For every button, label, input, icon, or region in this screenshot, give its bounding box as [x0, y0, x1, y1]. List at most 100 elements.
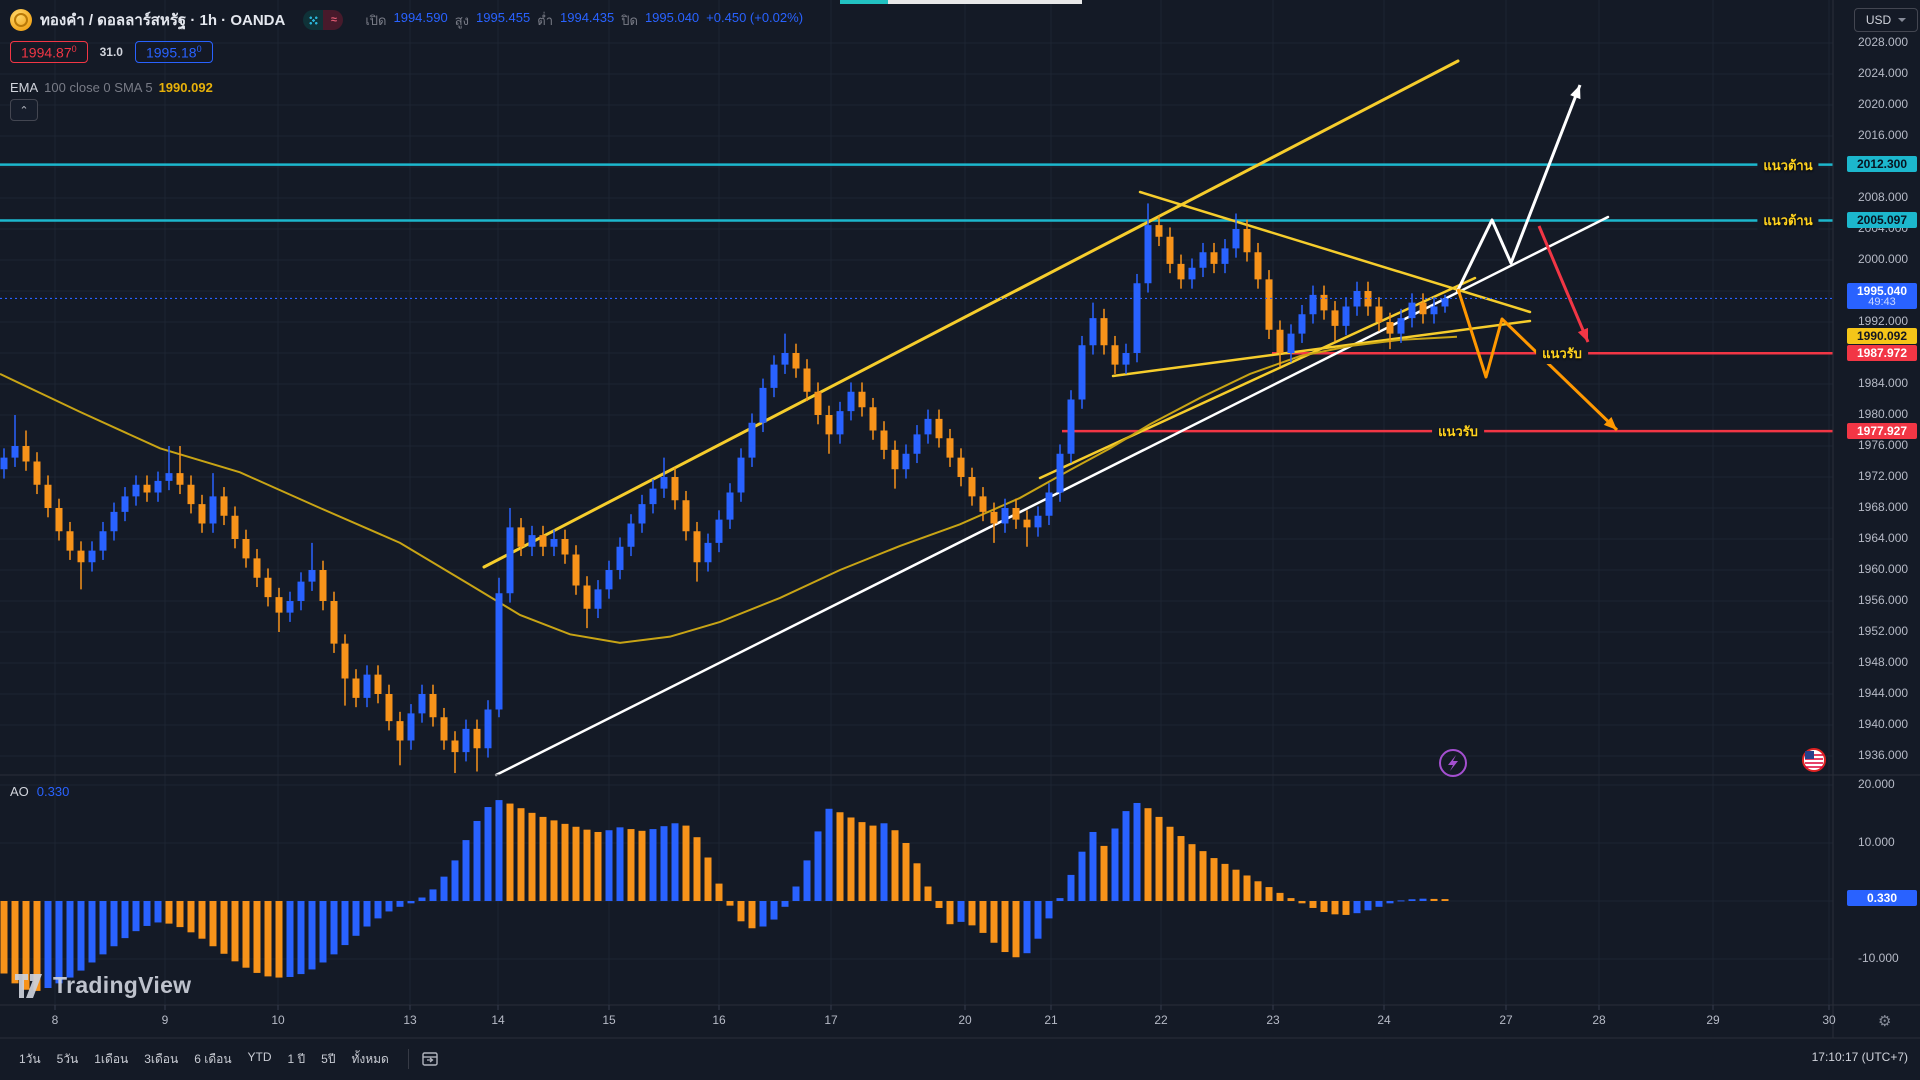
minds-toggle-pill[interactable]: ≈	[303, 10, 344, 30]
price-tick: 2024.000	[1858, 66, 1909, 80]
watermark-text: TradingView	[53, 972, 192, 998]
bid-ask-row: 1994.870 31.0 1995.180	[10, 40, 213, 64]
range-button-ทั้งหมด[interactable]: ทั้งหมด	[351, 1051, 389, 1066]
clock-utc[interactable]: 17:10:17 (UTC+7)	[1811, 1050, 1908, 1064]
orange-projection-arrow[interactable]	[1456, 288, 1619, 432]
chevron-down-icon	[1898, 18, 1907, 22]
range-button-6 เดือน[interactable]: 6 เดือน	[194, 1051, 232, 1066]
price-tick: 1980.000	[1858, 407, 1909, 421]
time-axis-day-17[interactable]: 17	[824, 1013, 838, 1027]
time-axis-day-13[interactable]: 13	[403, 1013, 417, 1027]
price-tick: 1944.000	[1858, 686, 1909, 700]
symbol-title[interactable]: ทองคำ / ดอลลาร์สหรัฐ · 1h · OANDA	[40, 12, 286, 29]
low-value: 1994.435	[560, 9, 615, 25]
range-button-YTD[interactable]: YTD	[247, 1049, 272, 1064]
go-to-date-icon[interactable]	[421, 1050, 439, 1068]
range-button-1 ปี[interactable]: 1 ปี	[287, 1051, 306, 1066]
gold-symbol-logo	[10, 9, 32, 31]
collapse-legend-button[interactable]: ⌃	[10, 99, 38, 121]
ao-tick: 20.000	[1858, 777, 1895, 791]
replay-progress-teal	[840, 0, 888, 4]
time-axis-day-29[interactable]: 29	[1706, 1013, 1720, 1027]
price-tick: 1984.000	[1858, 376, 1909, 390]
indicator-legend[interactable]: EMA 100 close 0 SMA 5 1990.092	[10, 80, 213, 95]
price-tick: 1936.000	[1858, 748, 1909, 762]
time-axis-day-10[interactable]: 10	[271, 1013, 285, 1027]
time-axis-day-28[interactable]: 28	[1592, 1013, 1606, 1027]
arrows-layer	[1455, 84, 1619, 432]
range-button-3เดือน[interactable]: 3เดือน	[144, 1051, 179, 1066]
price-tick: 2016.000	[1858, 128, 1909, 142]
range-button-1เดือน[interactable]: 1เดือน	[94, 1051, 129, 1066]
bullish-projection-arrow[interactable]	[1455, 84, 1582, 293]
price-tick: 2000.000	[1858, 252, 1909, 266]
price-tick: 1948.000	[1858, 655, 1909, 669]
open-label: เปิด	[365, 12, 387, 28]
time-axis-day-30[interactable]: 30	[1822, 1013, 1836, 1027]
price-tick: 2020.000	[1858, 97, 1909, 111]
yellow-rising-trendline[interactable]	[482, 59, 1460, 569]
indicator-name: EMA	[10, 80, 39, 95]
currency-label: USD	[1865, 13, 1892, 27]
high-value: 1995.455	[476, 9, 531, 25]
ao-title: AO	[10, 784, 29, 799]
yellow-lower-wedge-line[interactable]	[1111, 319, 1532, 378]
range-button-1วัน[interactable]: 1วัน	[19, 1051, 41, 1066]
price-tick: 1952.000	[1858, 624, 1909, 638]
ohlc-readout: เปิด 1994.590 สูง 1995.455 ต่ำ 1994.435 ปิด…	[365, 10, 803, 31]
price-badge-1987.972: 1987.972	[1847, 344, 1917, 361]
bottom-toolbar: 1วัน 5วัน 1เดือน 3เดือน 6 เดือน YTD 1 ปี 5ปี ทั้…	[0, 1038, 1920, 1080]
price-badge-1995.040: 1995.040 49:43	[1847, 283, 1917, 310]
price-badge-1990.092: 1990.092	[1847, 328, 1917, 345]
time-axis-day-27[interactable]: 27	[1499, 1013, 1513, 1027]
bearish-projection-arrow[interactable]	[1537, 225, 1590, 343]
range-button-5ปี[interactable]: 5ปี	[321, 1051, 336, 1066]
resistance-label: แนวต้าน	[1757, 210, 1819, 232]
buy-button[interactable]: 1995.180	[134, 40, 213, 64]
time-axis-day-21[interactable]: 21	[1044, 1013, 1058, 1027]
price-badge-2005.097: 2005.097	[1847, 211, 1917, 228]
price-badge-2012.300: 2012.300	[1847, 156, 1917, 173]
indicator-value: 1990.092	[158, 80, 213, 95]
time-axis-day-20[interactable]: 20	[958, 1013, 972, 1027]
ao-tick: 10.000	[1858, 835, 1895, 849]
time-axis-day-16[interactable]: 16	[712, 1013, 726, 1027]
sell-button[interactable]: 1994.870	[10, 40, 88, 64]
time-axis-day-9[interactable]: 9	[161, 1013, 169, 1027]
price-tick: 2008.000	[1858, 190, 1909, 204]
pane-borders-layer	[0, 0, 1920, 1039]
time-axis-day-23[interactable]: 23	[1266, 1013, 1280, 1027]
range-button-5วัน[interactable]: 5วัน	[56, 1051, 79, 1066]
low-label: ต่ำ	[537, 12, 553, 28]
yellow-descending-wedge-line[interactable]	[1138, 190, 1532, 314]
yellow-steep-support-line[interactable]	[1038, 276, 1477, 480]
lightning-icon[interactable]	[1439, 749, 1467, 777]
spread-value: 31.0	[99, 45, 123, 59]
time-axis-day-14[interactable]: 14	[491, 1013, 505, 1027]
waves-icon[interactable]: ≈	[323, 10, 344, 30]
currency-dropdown[interactable]: USD	[1854, 8, 1918, 32]
price-tick: 1956.000	[1858, 593, 1909, 607]
time-axis-day-8[interactable]: 8	[51, 1013, 59, 1027]
ao-histogram-layer	[0, 800, 1449, 991]
tradingview-logo-icon	[15, 973, 42, 998]
minds-dots-icon[interactable]	[303, 10, 324, 30]
ao-value-badge: 0.330	[1847, 890, 1917, 907]
chart-icons-layer	[1439, 748, 1826, 777]
open-value: 1994.590	[393, 9, 448, 25]
price-badge-1977.927: 1977.927	[1847, 422, 1917, 439]
ao-indicator-legend[interactable]: AO 0.330	[10, 784, 69, 799]
gear-icon[interactable]: ⚙	[1878, 1013, 1892, 1030]
ao-tick: -10.000	[1858, 951, 1899, 965]
time-axis-day-15[interactable]: 15	[602, 1013, 616, 1027]
price-tick: 2028.000	[1858, 35, 1909, 49]
price-tick: 1940.000	[1858, 717, 1909, 731]
candles-layer	[0, 203, 1449, 774]
symbol-header[interactable]: ทองคำ / ดอลลาร์สหรัฐ · 1h · OANDA ≈ เปิด…	[10, 8, 803, 32]
ema-100-line	[0, 335, 1458, 644]
time-axis-day-24[interactable]: 24	[1377, 1013, 1391, 1027]
time-axis-day-22[interactable]: 22	[1154, 1013, 1168, 1027]
close-value: 1995.040	[644, 9, 700, 25]
